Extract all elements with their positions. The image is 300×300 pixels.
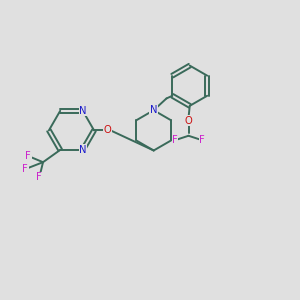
Text: F: F: [26, 151, 31, 161]
Text: F: F: [199, 135, 205, 145]
Text: N: N: [79, 145, 86, 155]
Text: N: N: [150, 105, 158, 115]
Text: O: O: [104, 125, 111, 135]
Text: F: F: [37, 172, 42, 182]
Text: F: F: [22, 164, 28, 174]
Text: N: N: [79, 106, 86, 116]
Text: F: F: [172, 135, 178, 145]
Text: O: O: [184, 116, 192, 126]
